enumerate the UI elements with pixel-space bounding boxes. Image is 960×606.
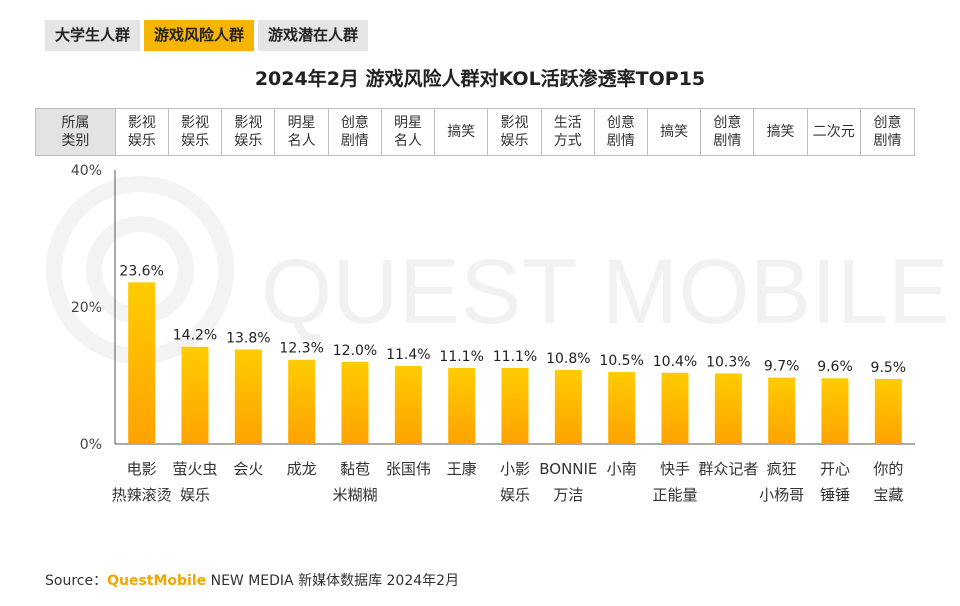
data-label: 13.8% <box>226 330 270 346</box>
bar <box>501 367 529 444</box>
data-label: 14.2% <box>173 328 217 344</box>
category-type-cell: 创意 剧情 <box>873 115 902 149</box>
x-tick-label: 群众记者 <box>698 460 758 478</box>
x-tick-label: 小影 <box>500 460 530 478</box>
category-type-cell: 明星 名人 <box>275 109 329 155</box>
y-tick-label: 0% <box>80 437 102 453</box>
chart-title: 2024年2月 游戏风险人群对KOL活跃渗透率TOP15 <box>254 68 706 90</box>
y-tick-label: 40% <box>71 163 102 179</box>
watermark-text: QUEST MOBILE <box>261 241 949 343</box>
source-line: Source：QuestMobile NEW MEDIA 新媒体数据库 2024… <box>45 570 459 590</box>
data-label: 12.0% <box>333 343 377 359</box>
bar <box>714 373 742 444</box>
bar <box>448 367 476 444</box>
x-tick-label: 萤火虫 <box>172 460 217 478</box>
data-label: 12.3% <box>279 341 323 357</box>
data-label: 10.4% <box>653 354 697 370</box>
data-label: 9.6% <box>817 359 853 375</box>
bar <box>341 361 369 444</box>
bar <box>821 378 849 444</box>
x-tick-label: 疯狂 <box>767 460 797 478</box>
x-tick-label: 王康 <box>447 460 477 478</box>
source-brand: QuestMobile <box>107 573 207 589</box>
x-tick-label: 热辣滚烫 <box>112 486 172 504</box>
x-tick-label: 黏苞 <box>340 460 370 478</box>
bar <box>288 359 316 444</box>
data-label: 11.1% <box>439 349 483 365</box>
x-tick-label: 小杨哥 <box>759 486 804 504</box>
category-type-cell: 创意 剧情 <box>329 109 382 155</box>
x-tick-label: 米糊糊 <box>332 486 377 504</box>
bar <box>554 370 582 444</box>
bar <box>181 346 209 444</box>
x-tick-label: 小南 <box>607 460 637 478</box>
x-tick-label: 开心 <box>820 460 850 478</box>
data-label: 10.3% <box>706 354 750 370</box>
bar <box>394 365 422 444</box>
x-tick-label: 娱乐 <box>500 486 530 504</box>
x-tick-label: 宝藏 <box>873 486 903 504</box>
x-tick-label: 正能量 <box>652 486 697 504</box>
category-type-cell: 生活 方式 <box>542 109 595 155</box>
category-type-cell: 影视 娱乐 <box>222 109 276 155</box>
data-label: 9.5% <box>871 360 907 376</box>
data-label: 23.6% <box>119 263 163 279</box>
category-type-cell: 创意 剧情 <box>595 109 649 155</box>
data-label: 10.5% <box>599 353 643 369</box>
category-type-cell: 明星 名人 <box>382 109 436 155</box>
category-header: 所属 类别 <box>36 109 116 155</box>
x-tick-label: 成龙 <box>287 460 317 478</box>
data-label: 10.8% <box>546 351 590 367</box>
category-type-cell: 影视 娱乐 <box>488 109 542 155</box>
source-text: NEW MEDIA 新媒体数据库 2024年2月 <box>206 573 460 589</box>
category-type-cell: 影视 娱乐 <box>169 109 223 155</box>
category-type-row: 所属 类别 影视 娱乐 影视 娱乐 影视 娱乐 明星 名人 创意 剧情 明星 名人 搞笑 影视… <box>35 108 915 156</box>
tab-college-students[interactable]: 大学生人群 <box>45 20 141 51</box>
category-type-cell: 搞笑 <box>435 109 489 155</box>
bar <box>608 372 636 444</box>
data-label: 11.4% <box>386 347 430 363</box>
bar <box>661 372 689 444</box>
x-tick-label: 娱乐 <box>180 486 210 504</box>
y-tick-label: 20% <box>71 300 102 316</box>
tab-bar: 大学生人群 游戏风险人群 游戏潜在人群 <box>45 20 372 51</box>
tab-game-potential[interactable]: 游戏潜在人群 <box>258 20 369 51</box>
x-tick-label: 你的 <box>873 460 903 478</box>
source-prefix: Source： <box>45 573 108 589</box>
category-type-cell: 二次元 <box>808 109 861 155</box>
tab-game-risk[interactable]: 游戏风险人群 <box>144 20 255 51</box>
bar <box>234 349 262 444</box>
bar <box>128 282 156 444</box>
category-type-cell: 影视 娱乐 <box>116 109 170 155</box>
x-tick-label: 快手 <box>660 460 690 478</box>
x-tick-label: 万洁 <box>553 486 583 504</box>
category-type-cell: 搞笑 <box>648 109 702 155</box>
x-tick-label: 电影 <box>127 460 157 478</box>
data-label: 11.1% <box>493 349 537 365</box>
x-tick-label: 锤锤 <box>820 486 850 504</box>
bar <box>768 377 796 444</box>
data-label: 9.7% <box>764 359 800 375</box>
bar <box>874 378 902 444</box>
category-type-cell: 搞笑 <box>754 109 808 155</box>
x-tick-label: BONNIE <box>539 460 597 478</box>
x-tick-label: 张国伟 <box>386 460 431 478</box>
category-type-cell: 创意 剧情 <box>701 109 755 155</box>
x-tick-label: 会火 <box>233 460 263 478</box>
